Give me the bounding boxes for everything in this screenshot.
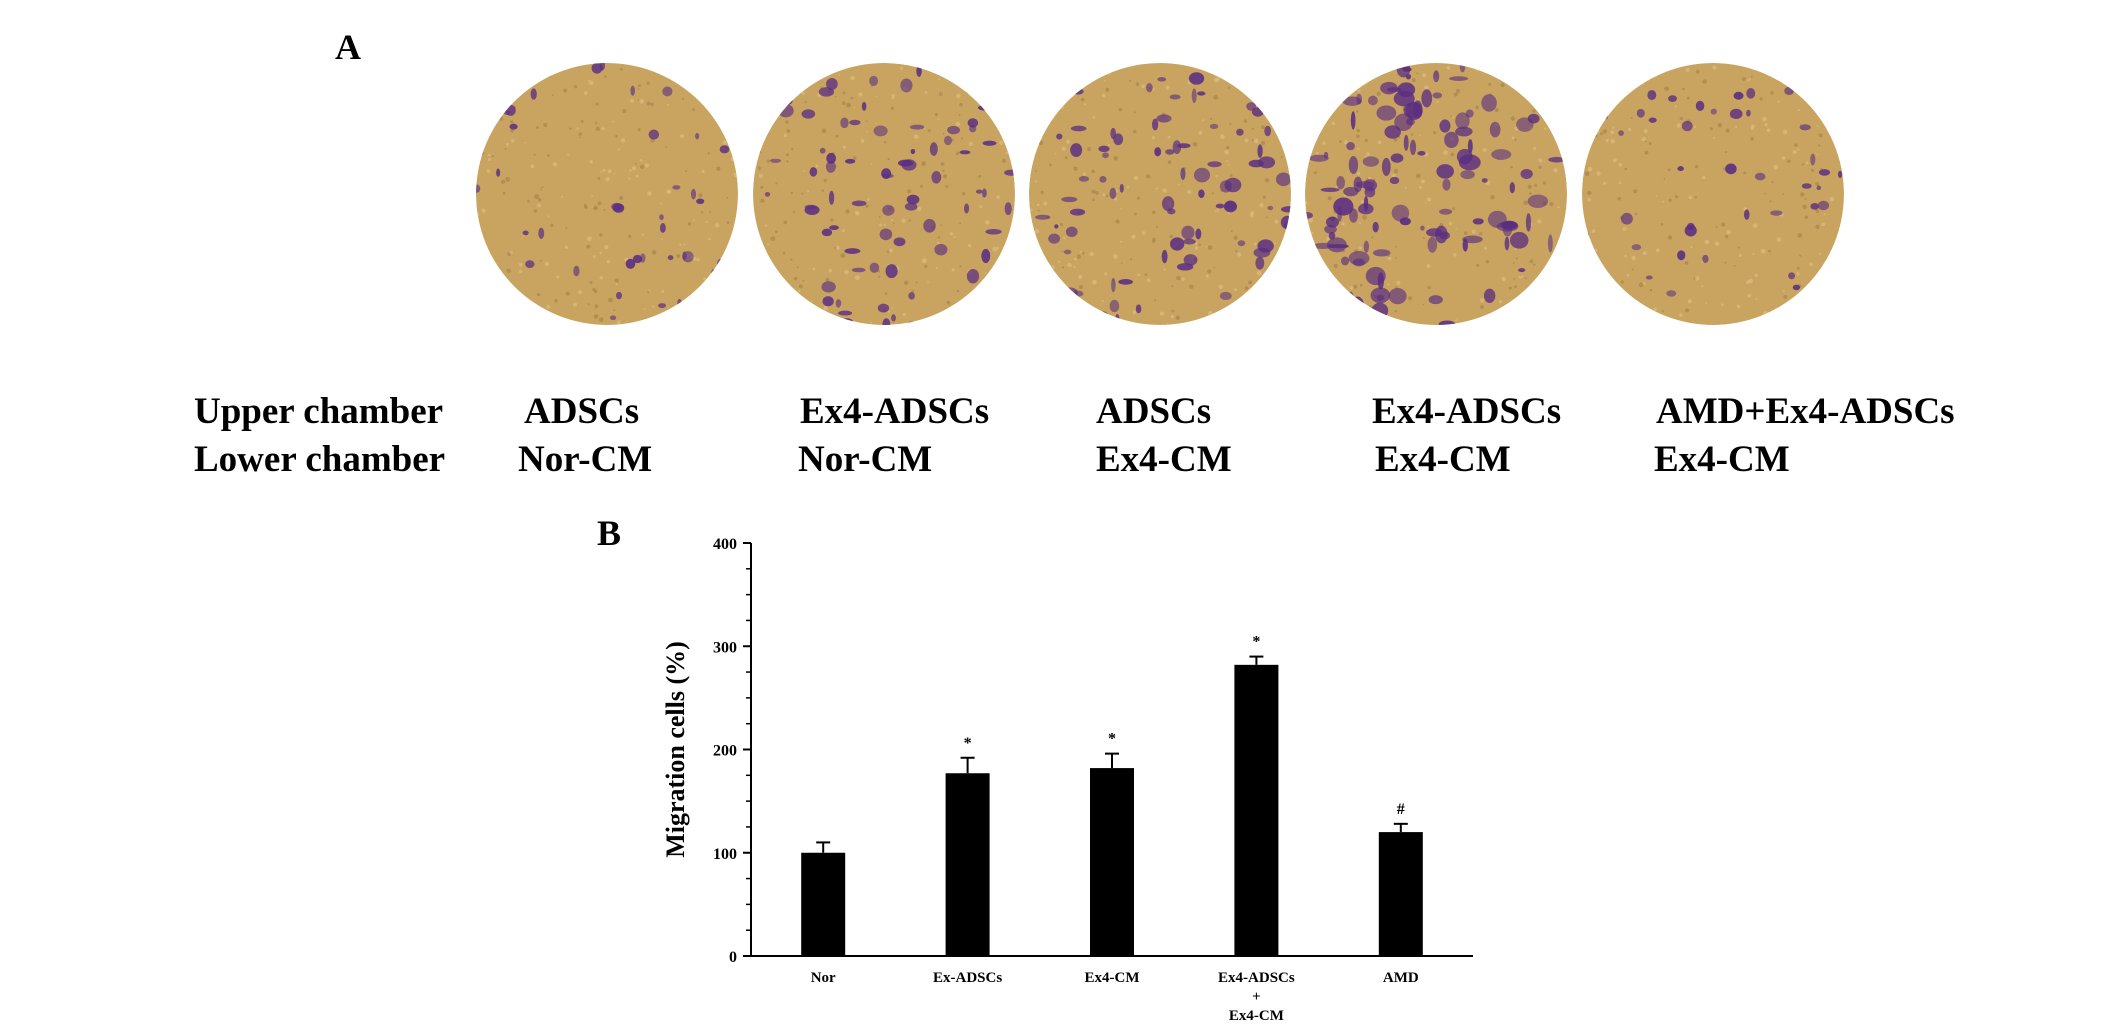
lower-label-2: Nor-CM [798, 439, 933, 480]
transwell-micrograph-4 [1305, 63, 1567, 325]
transwell-micrograph-5 [1582, 63, 1844, 325]
lower-label-5: Ex4-CM [1654, 439, 1790, 480]
y-tick-label: 100 [713, 846, 737, 863]
significance-mark-5: # [1397, 801, 1405, 818]
x-tick-label: Ex4-CM [1229, 1008, 1284, 1020]
significance-mark-2: * [964, 735, 972, 752]
x-tick-label: AMD [1383, 970, 1419, 986]
upper-chamber-label: Upper chamber [194, 391, 444, 432]
panel-label-a: A [335, 27, 361, 67]
migration-bar-chart: 0 100 200 300 400 Migration cells (%) Nor * Ex-A… [661, 536, 1473, 1020]
bar-2 [945, 773, 990, 956]
significance-mark-3: * [1108, 731, 1116, 748]
bar-3 [1090, 768, 1134, 956]
bar-1 [801, 852, 846, 956]
lower-label-4: Ex4-CM [1375, 439, 1511, 480]
upper-label-2: Ex4-ADSCs [800, 391, 990, 432]
lower-label-1: Nor-CM [518, 439, 653, 480]
significance-mark-4: * [1252, 634, 1260, 651]
bar-5 [1378, 832, 1423, 956]
bar-4 [1234, 664, 1279, 956]
panel-label-b: B [597, 513, 622, 553]
lower-chamber-label: Lower chamber [194, 439, 446, 480]
upper-label-1: ADSCs [524, 391, 640, 432]
upper-label-5: AMD+Ex4-ADSCs [1656, 391, 1955, 432]
x-tick-label: Nor [811, 970, 836, 986]
transwell-micrograph-3 [1029, 63, 1291, 325]
transwell-micrograph-2 [753, 63, 1015, 325]
upper-label-4: Ex4-ADSCs [1372, 391, 1562, 432]
y-tick-label: 0 [729, 949, 737, 966]
transwell-micrograph-1 [476, 63, 738, 325]
x-tick-label: Ex4-CM [1085, 970, 1140, 986]
x-tick-label: Ex-ADSCs [933, 970, 1002, 986]
x-tick-label: + [1252, 989, 1261, 1005]
y-tick-label: 300 [713, 639, 737, 656]
upper-label-3: ADSCs [1096, 391, 1212, 432]
y-tick-label: 400 [713, 536, 737, 553]
y-tick-label: 200 [713, 743, 737, 760]
lower-label-3: Ex4-CM [1096, 439, 1232, 480]
x-tick-label: Ex4-ADSCs [1218, 970, 1295, 986]
y-axis-label: Migration cells (%) [661, 641, 690, 858]
